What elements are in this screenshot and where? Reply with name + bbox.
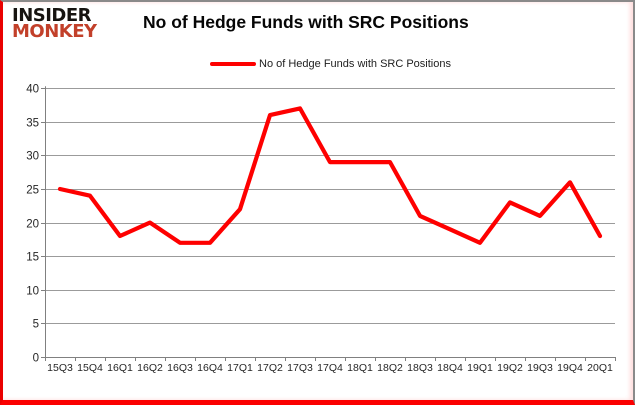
legend-label: No of Hedge Funds with SRC Positions (259, 58, 451, 70)
svg-text:18Q1: 18Q1 (347, 362, 373, 374)
axes (45, 86, 615, 358)
svg-text:0: 0 (33, 353, 39, 365)
gridlines (45, 88, 615, 324)
svg-text:19Q4: 19Q4 (557, 362, 583, 374)
svg-text:35: 35 (26, 118, 39, 130)
svg-text:19Q2: 19Q2 (497, 362, 523, 374)
svg-text:18Q3: 18Q3 (407, 362, 433, 374)
svg-text:10: 10 (26, 286, 39, 298)
svg-text:20: 20 (26, 219, 39, 231)
svg-text:25: 25 (26, 185, 39, 197)
y-axis-labels: 0 5 10 15 20 25 30 35 40 (26, 84, 39, 365)
svg-text:17Q4: 17Q4 (317, 362, 343, 374)
svg-text:15Q4: 15Q4 (77, 362, 103, 374)
svg-text:20Q1: 20Q1 (587, 362, 613, 374)
svg-text:15Q3: 15Q3 (47, 362, 73, 374)
svg-text:18Q2: 18Q2 (377, 362, 403, 374)
svg-text:16Q3: 16Q3 (167, 362, 193, 374)
svg-text:17Q2: 17Q2 (257, 362, 283, 374)
svg-text:17Q1: 17Q1 (227, 362, 253, 374)
svg-text:16Q2: 16Q2 (137, 362, 163, 374)
tick-marks (41, 88, 616, 361)
legend-line-marker (210, 62, 256, 66)
logo-line-monkey: MONKEY (12, 20, 97, 42)
chart-legend: No of Hedge Funds with SRC Positions (210, 58, 451, 70)
svg-text:15: 15 (26, 252, 39, 264)
svg-text:30: 30 (26, 151, 39, 163)
chart-title: No of Hedge Funds with SRC Positions (143, 12, 469, 32)
svg-text:16Q4: 16Q4 (197, 362, 223, 374)
logo-line-insider: INSIDER (12, 5, 92, 26)
svg-text:40: 40 (26, 84, 39, 96)
insider-monkey-logo: INSIDER MONKEY (12, 5, 97, 42)
x-axis-labels: 15Q3 15Q4 16Q1 16Q2 16Q3 16Q4 17Q1 17Q2 17Q3 17Q4… (47, 362, 613, 374)
line-chart: 0 5 10 15 20 25 30 35 40 15Q3 15Q4 16Q1 16Q2 16Q3 16Q4… (26, 84, 616, 374)
svg-text:16Q1: 16Q1 (107, 362, 133, 374)
svg-text:19Q3: 19Q3 (527, 362, 553, 374)
series-line (57, 106, 603, 245)
svg-text:18Q4: 18Q4 (437, 362, 463, 374)
svg-text:19Q1: 19Q1 (467, 362, 493, 374)
svg-text:5: 5 (33, 319, 39, 331)
svg-text:17Q3: 17Q3 (287, 362, 313, 374)
